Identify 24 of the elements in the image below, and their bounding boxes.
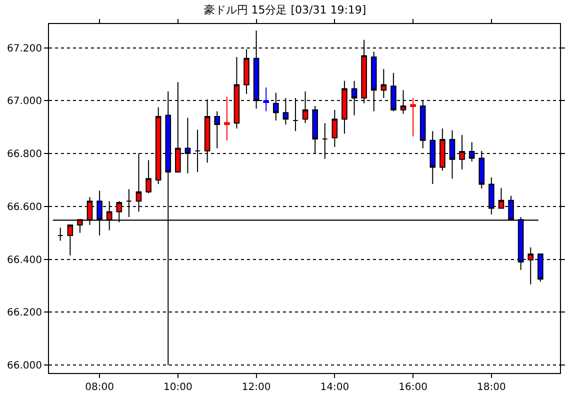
candlestick — [380, 68, 387, 99]
y-tick-label: 66.000 — [7, 360, 42, 372]
candlestick — [224, 96, 230, 141]
candlestick — [57, 227, 64, 242]
y-tick-label: 66.600 — [7, 202, 42, 213]
candlestick — [332, 109, 338, 148]
y-tick-label: 66.200 — [7, 308, 42, 319]
candlestick — [263, 86, 269, 112]
candlestick — [146, 160, 152, 194]
chart-title: 豪ドル円 15分足 [03/31 19:19] — [204, 4, 366, 17]
x-tick-label: 10:00 — [164, 382, 192, 393]
y-tick-label: 67.000 — [7, 96, 42, 108]
y-tick-label: 66.800 — [7, 149, 42, 160]
candlestick — [214, 110, 220, 149]
x-tick-label: 14:00 — [320, 382, 350, 393]
x-tick-label: 16:00 — [398, 382, 428, 393]
y-tick-label: 67.200 — [7, 43, 42, 54]
x-tick-label: 12:00 — [242, 382, 271, 393]
x-tick-label: 08:00 — [85, 382, 114, 393]
candlestick — [410, 98, 416, 137]
candlestick — [67, 224, 74, 256]
x-tick-label: 18:00 — [477, 382, 506, 393]
candlestick — [244, 48, 250, 95]
y-tick-label: 66.400 — [7, 254, 42, 266]
